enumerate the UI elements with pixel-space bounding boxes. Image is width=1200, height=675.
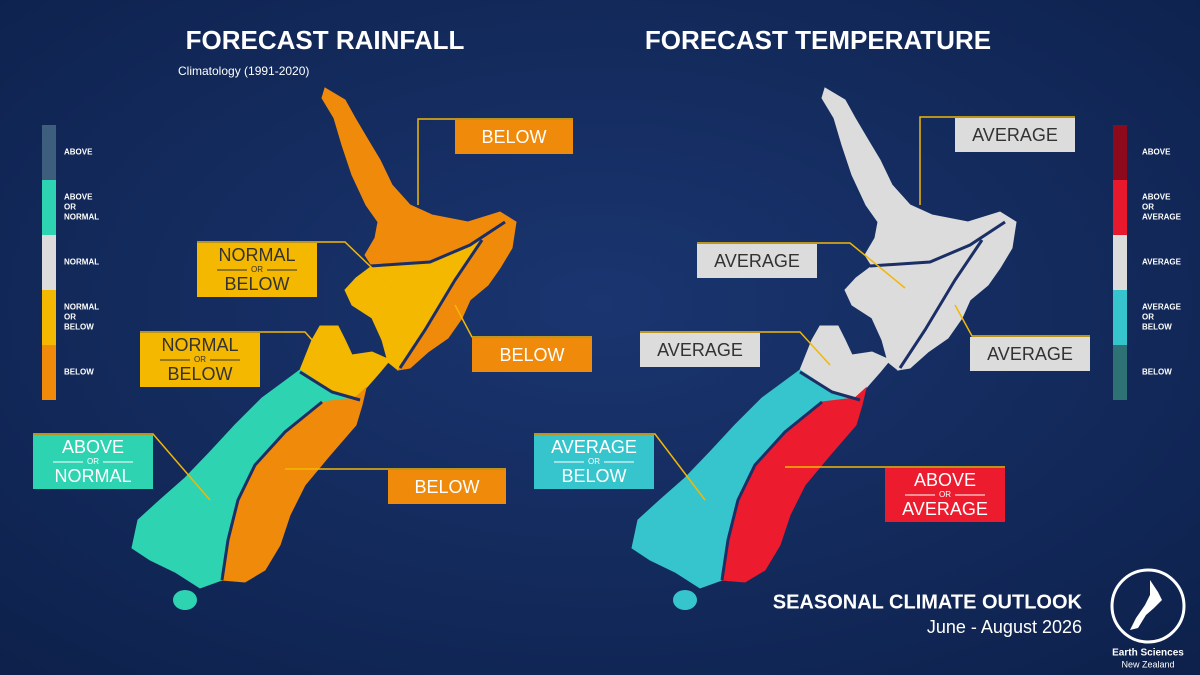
island: [673, 590, 697, 610]
legend-label: NORMAL: [64, 303, 99, 312]
legend-label: OR: [64, 313, 76, 322]
legend-label: OR: [1142, 203, 1154, 212]
legend-label: AVERAGE: [1142, 258, 1182, 267]
legend-label: ABOVE: [64, 193, 93, 202]
legend-swatch: [42, 180, 56, 235]
panel: FORECAST TEMPERATURE AVERAGE AVERAGE AVERAG…: [534, 25, 1182, 610]
legend-label: AVERAGE: [1142, 303, 1182, 312]
logo-map: [1130, 580, 1162, 630]
region-label: AVERAGE: [714, 251, 800, 271]
region-label: OR: [87, 457, 99, 466]
leader-line: [954, 304, 1090, 337]
region-label: AVERAGE: [551, 437, 637, 457]
legend-swatch: [1113, 345, 1127, 400]
label-box: [970, 337, 1090, 371]
leader-line: [140, 331, 331, 361]
legend-swatch: [42, 345, 56, 400]
legend-label: AVERAGE: [1142, 213, 1182, 222]
legend-label: BELOW: [64, 323, 94, 332]
region-label: NORMAL: [54, 466, 131, 486]
region-boundary: [869, 220, 1006, 268]
label-box: [388, 470, 506, 504]
region-label: AVERAGE: [987, 344, 1073, 364]
legend-swatch: [42, 290, 56, 345]
region-label: OR: [251, 265, 263, 274]
legend-swatch: [42, 235, 56, 290]
panel-subtitle: Climatology (1991-2020): [178, 64, 309, 78]
leader-line: [197, 241, 396, 291]
footer-period: June - August 2026: [927, 617, 1082, 637]
region-boundary: [720, 400, 823, 581]
leader-line: [33, 433, 211, 501]
legend-label: NORMAL: [64, 213, 99, 222]
region-label: BELOW: [167, 364, 232, 384]
leader-line: [919, 116, 1075, 205]
region-label: AVERAGE: [902, 499, 988, 519]
region-label: AVERAGE: [657, 340, 743, 360]
label-box: [697, 244, 817, 278]
region-label: OR: [939, 490, 951, 499]
leader-line: [697, 242, 906, 289]
logo-text: New Zealand: [1121, 659, 1174, 669]
region-boundary: [220, 400, 323, 581]
leader-line: [454, 304, 592, 338]
region-label: BELOW: [414, 477, 479, 497]
island: [173, 590, 197, 610]
region-label: OR: [588, 457, 600, 466]
map: [131, 87, 517, 610]
logo-text: Earth Sciences: [1112, 648, 1184, 659]
leader-line: [640, 331, 831, 366]
legend-label: OR: [1142, 313, 1154, 322]
legend-label: BELOW: [1142, 368, 1172, 377]
region-label: BELOW: [481, 127, 546, 147]
legend-label: BELOW: [64, 368, 94, 377]
logo-ring: [1110, 568, 1186, 644]
region-label: ABOVE: [914, 470, 976, 490]
region-label: AVERAGE: [972, 125, 1058, 145]
legend-label: BELOW: [1142, 323, 1172, 332]
region-label: ABOVE: [62, 437, 124, 457]
label-box: [455, 120, 573, 154]
label-box: [472, 338, 592, 372]
region-boundary: [799, 370, 861, 402]
region-label: NORMAL: [161, 335, 238, 355]
maps: FORECAST RAINFALL Climatology (1991-2020)…: [33, 25, 1182, 610]
panel-title: FORECAST RAINFALL: [186, 25, 465, 55]
panel-title: FORECAST TEMPERATURE: [645, 25, 991, 55]
legend-label: ABOVE: [1142, 193, 1171, 202]
region-label: OR: [194, 355, 206, 364]
label-box: [955, 118, 1075, 152]
region-label: NORMAL: [218, 245, 295, 265]
legend-swatch: [1113, 125, 1127, 180]
legend-label: ABOVE: [64, 148, 93, 157]
legend-label: NORMAL: [64, 258, 99, 267]
logo: Earth Sciences New Zealand: [1110, 568, 1186, 669]
footer-title: SEASONAL CLIMATE OUTLOOK: [773, 591, 1083, 613]
region-label: BELOW: [499, 345, 564, 365]
legend-swatch: [1113, 290, 1127, 345]
map: [631, 87, 1017, 610]
label-box: [640, 333, 760, 367]
legend-swatch: [1113, 180, 1127, 235]
leader-line: [417, 118, 573, 205]
region-boundary: [369, 220, 506, 268]
leader-line: [534, 433, 706, 501]
region-label: BELOW: [561, 466, 626, 486]
region-label: BELOW: [224, 274, 289, 294]
legend-swatch: [1113, 235, 1127, 290]
panel: FORECAST RAINFALL Climatology (1991-2020)…: [33, 25, 592, 610]
region-boundary: [299, 370, 361, 402]
region-boundary: [898, 239, 984, 369]
region-boundary: [398, 239, 484, 369]
legend-swatch: [42, 125, 56, 180]
legend-label: ABOVE: [1142, 148, 1171, 157]
legend-label: OR: [64, 203, 76, 212]
